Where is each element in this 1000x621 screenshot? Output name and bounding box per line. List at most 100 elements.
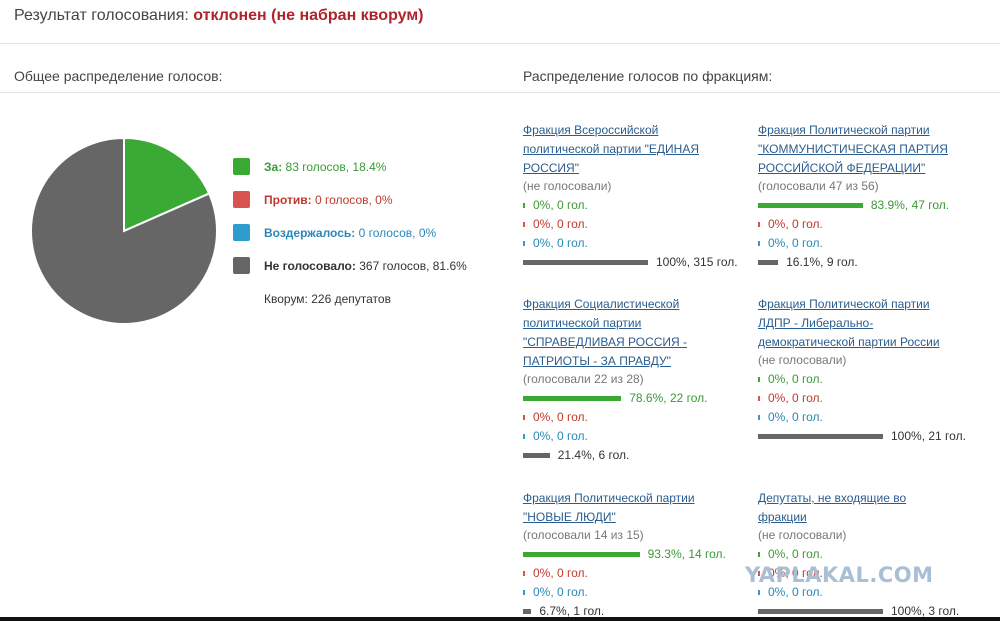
faction: Фракция Всероссийской политической парти… — [523, 121, 753, 272]
vote-bar — [758, 552, 760, 557]
faction: Фракция Политической партии ЛДПР - Либер… — [758, 295, 988, 446]
vote-text: 0%, 0 гол. — [768, 547, 823, 561]
faction: Депутаты, не входящие во фракции (не голо… — [758, 489, 988, 621]
vote-bar — [523, 552, 640, 557]
faction-name[interactable]: Депутаты, не входящие во фракции — [758, 491, 907, 524]
quorum: Кворум: 226 депутатов — [264, 292, 391, 306]
pie-chart — [30, 136, 218, 325]
faction-name[interactable]: Фракция Всероссийской политической парти… — [523, 123, 700, 175]
vote-row: 0%, 0 гол. — [758, 545, 988, 564]
vote-row: 0%, 0 гол. — [758, 234, 988, 253]
vote-row: 0%, 0 гол. — [523, 196, 753, 215]
vote-text: 0%, 0 гол. — [533, 198, 588, 212]
vote-text: 78.6%, 22 гол. — [629, 391, 708, 405]
vote-text: 100%, 3 гол. — [891, 604, 960, 618]
faction-name[interactable]: Фракция Политической партии "НОВЫЕ ЛЮДИ" — [523, 491, 695, 524]
result-value: отклонен (не набран кворум) — [193, 7, 424, 24]
pie-slice — [123, 136, 211, 233]
vote-bar — [758, 590, 760, 595]
faction-status: (голосовали 14 из 15) — [523, 528, 644, 542]
vote-text: 16.1%, 9 гол. — [786, 255, 858, 269]
vote-text: 0%, 0 гол. — [533, 236, 588, 250]
vote-row: 0%, 0 гол. — [758, 583, 988, 602]
vote-bar — [758, 415, 760, 420]
vote-row: 0%, 0 гол. — [758, 408, 988, 427]
vote-text: 0%, 0 гол. — [768, 391, 823, 405]
vote-bar — [523, 453, 550, 458]
vote-row: 0%, 0 гол. — [523, 408, 753, 427]
vote-bar — [758, 222, 760, 227]
vote-text: 0%, 0 гол. — [533, 585, 588, 599]
legend-label: За: 83 голосов, 18.4% — [264, 160, 386, 174]
vote-row: 0%, 0 гол. — [523, 564, 753, 583]
legend-value: 83 голосов, 18.4% — [285, 160, 387, 174]
faction-name[interactable]: Фракция Социалистической политической па… — [523, 297, 688, 368]
faction-status: (голосовали 22 из 28) — [523, 372, 644, 386]
vote-bar — [758, 609, 883, 614]
faction-status: (не голосовали) — [523, 179, 612, 193]
vote-text: 100%, 315 гол. — [656, 255, 738, 269]
legend-label: Против: 0 голосов, 0% — [264, 193, 393, 207]
vote-bar — [523, 396, 622, 401]
legend-label: Воздержалось: 0 голосов, 0% — [264, 226, 436, 240]
faction-name[interactable]: Фракция Политической партии ЛДПР - Либер… — [758, 297, 940, 349]
vote-row: 0%, 0 гол. — [758, 215, 988, 234]
faction: Фракция Политической партии "НОВЫЕ ЛЮДИ"… — [523, 489, 753, 621]
watermark: YAPLAKAL.COM — [745, 563, 934, 587]
legend-swatch — [233, 224, 250, 241]
vote-text: 0%, 0 гол. — [768, 236, 823, 250]
vote-row: 93.3%, 14 гол. — [523, 545, 753, 564]
faction-name[interactable]: Фракция Политической партии "КОММУНИСТИЧ… — [758, 123, 948, 175]
vote-row: 0%, 0 гол. — [758, 564, 988, 583]
legend-value: 367 голосов, 81.6% — [359, 259, 467, 273]
vote-row: 0%, 0 гол. — [758, 370, 988, 389]
legend-swatch — [233, 191, 250, 208]
vote-text: 21.4%, 6 гол. — [557, 448, 630, 462]
legend-swatch — [233, 257, 250, 274]
vote-row: 0%, 0 гол. — [758, 389, 988, 408]
vote-text: 0%, 0 гол. — [533, 566, 588, 580]
vote-text: 0%, 0 гол. — [768, 372, 823, 386]
legend-value: 0 голосов, 0% — [358, 226, 437, 240]
legend-swatch — [233, 158, 250, 175]
vote-bar — [523, 222, 525, 227]
legend-value: 0 голосов, 0% — [314, 193, 393, 207]
vote-row: 100%, 21 гол. — [758, 427, 988, 446]
vote-bar — [758, 396, 760, 401]
vote-row: 100%, 3 гол. — [758, 602, 988, 621]
legend-category: Против: — [264, 193, 312, 207]
faction-status: (не голосовали) — [758, 528, 847, 542]
vote-bar — [758, 203, 863, 208]
vote-bar — [758, 434, 883, 439]
vote-bar — [758, 377, 760, 382]
frame-edge — [0, 617, 1000, 621]
vote-text: 0%, 0 гол. — [533, 429, 588, 443]
vote-row: 21.4%, 6 гол. — [523, 446, 753, 465]
faction: Фракция Политической партии "КОММУНИСТИЧ… — [758, 121, 988, 272]
vote-text: 0%, 0 гол. — [533, 410, 588, 424]
vote-bar — [523, 571, 525, 576]
vote-text: 83.9%, 47 гол. — [870, 198, 950, 212]
vote-text: 100%, 21 гол. — [891, 429, 966, 443]
legend-category: За: — [264, 160, 283, 174]
legend-category: Не голосовало: — [264, 259, 356, 273]
vote-text: 93.3%, 14 гол. — [647, 547, 726, 561]
vote-bar — [523, 434, 525, 439]
vote-bar — [758, 260, 779, 265]
vote-bar — [523, 590, 525, 595]
vote-row: 0%, 0 гол. — [523, 215, 753, 234]
vote-text: 0%, 0 гол. — [533, 217, 588, 231]
vote-row: 100%, 315 гол. — [523, 253, 753, 272]
vote-text: 0%, 0 гол. — [768, 217, 823, 231]
vote-bar — [758, 571, 760, 576]
vote-text: 0%, 0 гол. — [768, 566, 823, 580]
vote-row: 0%, 0 гол. — [523, 583, 753, 602]
faction-status: (голосовали 47 из 56) — [758, 179, 879, 193]
vote-row: 6.7%, 1 гол. — [523, 602, 753, 621]
divider — [0, 43, 1000, 44]
legend-category: Воздержалось: — [264, 226, 356, 240]
vote-text: 6.7%, 1 гол. — [539, 604, 605, 618]
vote-bar — [523, 415, 525, 420]
vote-bar — [523, 203, 525, 208]
